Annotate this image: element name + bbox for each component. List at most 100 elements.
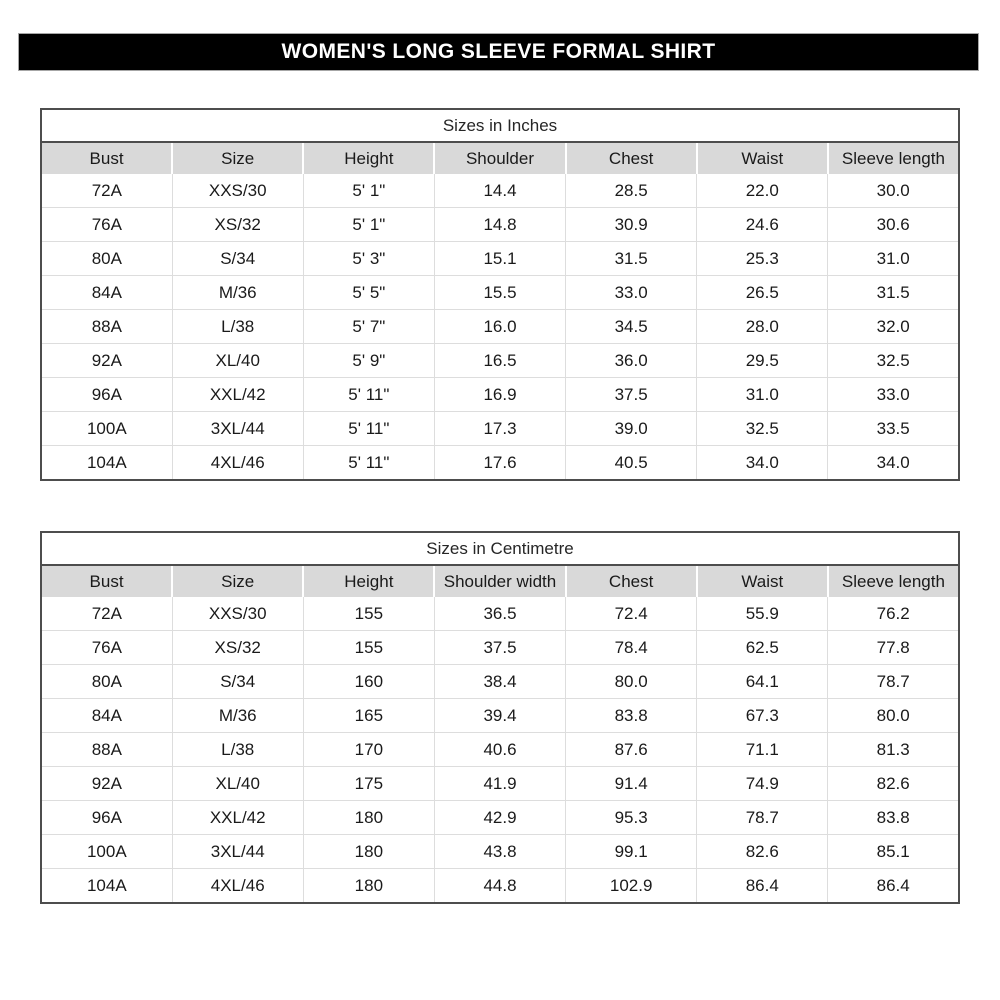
table-cell: 92A: [41, 766, 173, 801]
table-cell: 17.6: [433, 445, 567, 480]
table-cell: 74.9: [696, 766, 829, 801]
table-row: 84A M/36 165 39.4 83.8 67.3 80.0: [41, 698, 959, 733]
table-row: 104A 4XL/46 5' 11" 17.6 40.5 34.0 34.0: [41, 445, 959, 480]
table-cell: 32.5: [827, 343, 959, 378]
table-row: 88A L/38 5' 7" 16.0 34.5 28.0 32.0: [41, 309, 959, 344]
table-cell: 40.5: [565, 445, 698, 480]
table-cell: 25.3: [696, 241, 829, 276]
table-cell: 78.7: [696, 800, 829, 835]
table-cell: XL/40: [171, 766, 304, 801]
table-cell: 16.5: [433, 343, 567, 378]
column-header: Height: [302, 565, 435, 597]
column-header: Bust: [41, 142, 173, 174]
table-cell: 62.5: [696, 630, 829, 665]
table-cell: 64.1: [696, 664, 829, 699]
column-header: Shoulder: [433, 142, 566, 174]
table-body: 72A XXS/30 155 36.5 72.4 55.9 76.2 76A XS/32 155 3…: [41, 597, 959, 903]
column-header-row: Bust Size Height Shoulder Chest Waist Sleeve l…: [41, 142, 959, 174]
table-row: 92A XL/40 175 41.9 91.4 74.9 82.6: [41, 766, 959, 801]
table-cell: 86.4: [827, 868, 959, 903]
table-cell: 72A: [41, 174, 173, 208]
table-cell: 33.5: [827, 411, 959, 446]
table-cell: 39.4: [433, 698, 567, 733]
table-cell: 31.5: [827, 275, 959, 310]
table-cell: 34.0: [827, 445, 959, 480]
table-cell: 160: [302, 664, 435, 699]
table-row: 96A XXL/42 5' 11" 16.9 37.5 31.0 33.0: [41, 377, 959, 412]
table-row: 72A XXS/30 155 36.5 72.4 55.9 76.2: [41, 597, 959, 631]
table-cell: 5' 3": [302, 241, 435, 276]
table-row: 76A XS/32 5' 1" 14.8 30.9 24.6 30.6: [41, 207, 959, 242]
table-cell: L/38: [171, 309, 304, 344]
table-title: Sizes in Centimetre: [41, 532, 959, 566]
table-cell: 100A: [41, 411, 173, 446]
table-cell: 33.0: [565, 275, 698, 310]
table-cell: 31.0: [827, 241, 959, 276]
table-cell: 78.7: [827, 664, 959, 699]
table-title-row: Sizes in Inches: [41, 109, 959, 143]
table-cell: 84A: [41, 275, 173, 310]
column-header: Chest: [564, 565, 697, 597]
table-row: 80A S/34 5' 3" 15.1 31.5 25.3 31.0: [41, 241, 959, 276]
table-row: 92A XL/40 5' 9" 16.5 36.0 29.5 32.5: [41, 343, 959, 378]
table-cell: 96A: [41, 800, 173, 835]
table-cell: 80A: [41, 664, 173, 699]
table-cell: XXL/42: [171, 377, 304, 412]
table-row: 100A 3XL/44 5' 11" 17.3 39.0 32.5 33.5: [41, 411, 959, 446]
table-cell: 165: [302, 698, 435, 733]
table-cell: 76A: [41, 207, 173, 242]
table-cell: 180: [302, 868, 435, 903]
table-cell: 72.4: [565, 597, 698, 631]
table-cell: 31.0: [696, 377, 829, 412]
table-cell: 72A: [41, 597, 173, 631]
table-cell: 100A: [41, 834, 173, 869]
table-cell: 83.8: [565, 698, 698, 733]
table-cell: 85.1: [827, 834, 959, 869]
table-cell: 87.6: [565, 732, 698, 767]
column-header: Sleeve length: [826, 142, 959, 174]
table-cell: XL/40: [171, 343, 304, 378]
column-header: Bust: [41, 565, 173, 597]
table-cell: 86.4: [696, 868, 829, 903]
table-cell: 30.9: [565, 207, 698, 242]
table-cell: 95.3: [565, 800, 698, 835]
table-cell: 155: [302, 597, 435, 631]
table-cell: 77.8: [827, 630, 959, 665]
table-row: 100A 3XL/44 180 43.8 99.1 82.6 85.1: [41, 834, 959, 869]
product-title: WOMEN'S LONG SLEEVE FORMAL SHIRT: [281, 40, 716, 63]
table-row: 76A XS/32 155 37.5 78.4 62.5 77.8: [41, 630, 959, 665]
table-cell: 16.9: [433, 377, 567, 412]
table-cell: 80.0: [827, 698, 959, 733]
table-cell: 36.5: [433, 597, 567, 631]
table-cell: S/34: [171, 241, 304, 276]
table-cell: XS/32: [171, 207, 304, 242]
table-cell: 83.8: [827, 800, 959, 835]
column-header: Size: [171, 142, 304, 174]
table-cell: 76A: [41, 630, 173, 665]
table-cell: 5' 1": [302, 174, 435, 208]
table-cell: 180: [302, 800, 435, 835]
table-row: 80A S/34 160 38.4 80.0 64.1 78.7: [41, 664, 959, 699]
column-header: Height: [302, 142, 435, 174]
column-header: Waist: [695, 565, 828, 597]
table-cell: 104A: [41, 868, 173, 903]
table-cell: 37.5: [433, 630, 567, 665]
table-cell: 155: [302, 630, 435, 665]
table-cell: 170: [302, 732, 435, 767]
column-header: Waist: [695, 142, 828, 174]
table-cell: 5' 11": [302, 377, 435, 412]
table-cell: 16.0: [433, 309, 567, 344]
table-cell: 71.1: [696, 732, 829, 767]
table-cell: 33.0: [827, 377, 959, 412]
table-cell: 36.0: [565, 343, 698, 378]
table-cell: 38.4: [433, 664, 567, 699]
table-cell: 102.9: [565, 868, 698, 903]
table-cell: 4XL/46: [171, 868, 304, 903]
table-cell: 32.0: [827, 309, 959, 344]
table-cell: 5' 11": [302, 445, 435, 480]
table-cell: 84A: [41, 698, 173, 733]
table-cell: XXS/30: [171, 174, 304, 208]
table-cell: 96A: [41, 377, 173, 412]
table-cell: 26.5: [696, 275, 829, 310]
table-title-row: Sizes in Centimetre: [41, 532, 959, 566]
